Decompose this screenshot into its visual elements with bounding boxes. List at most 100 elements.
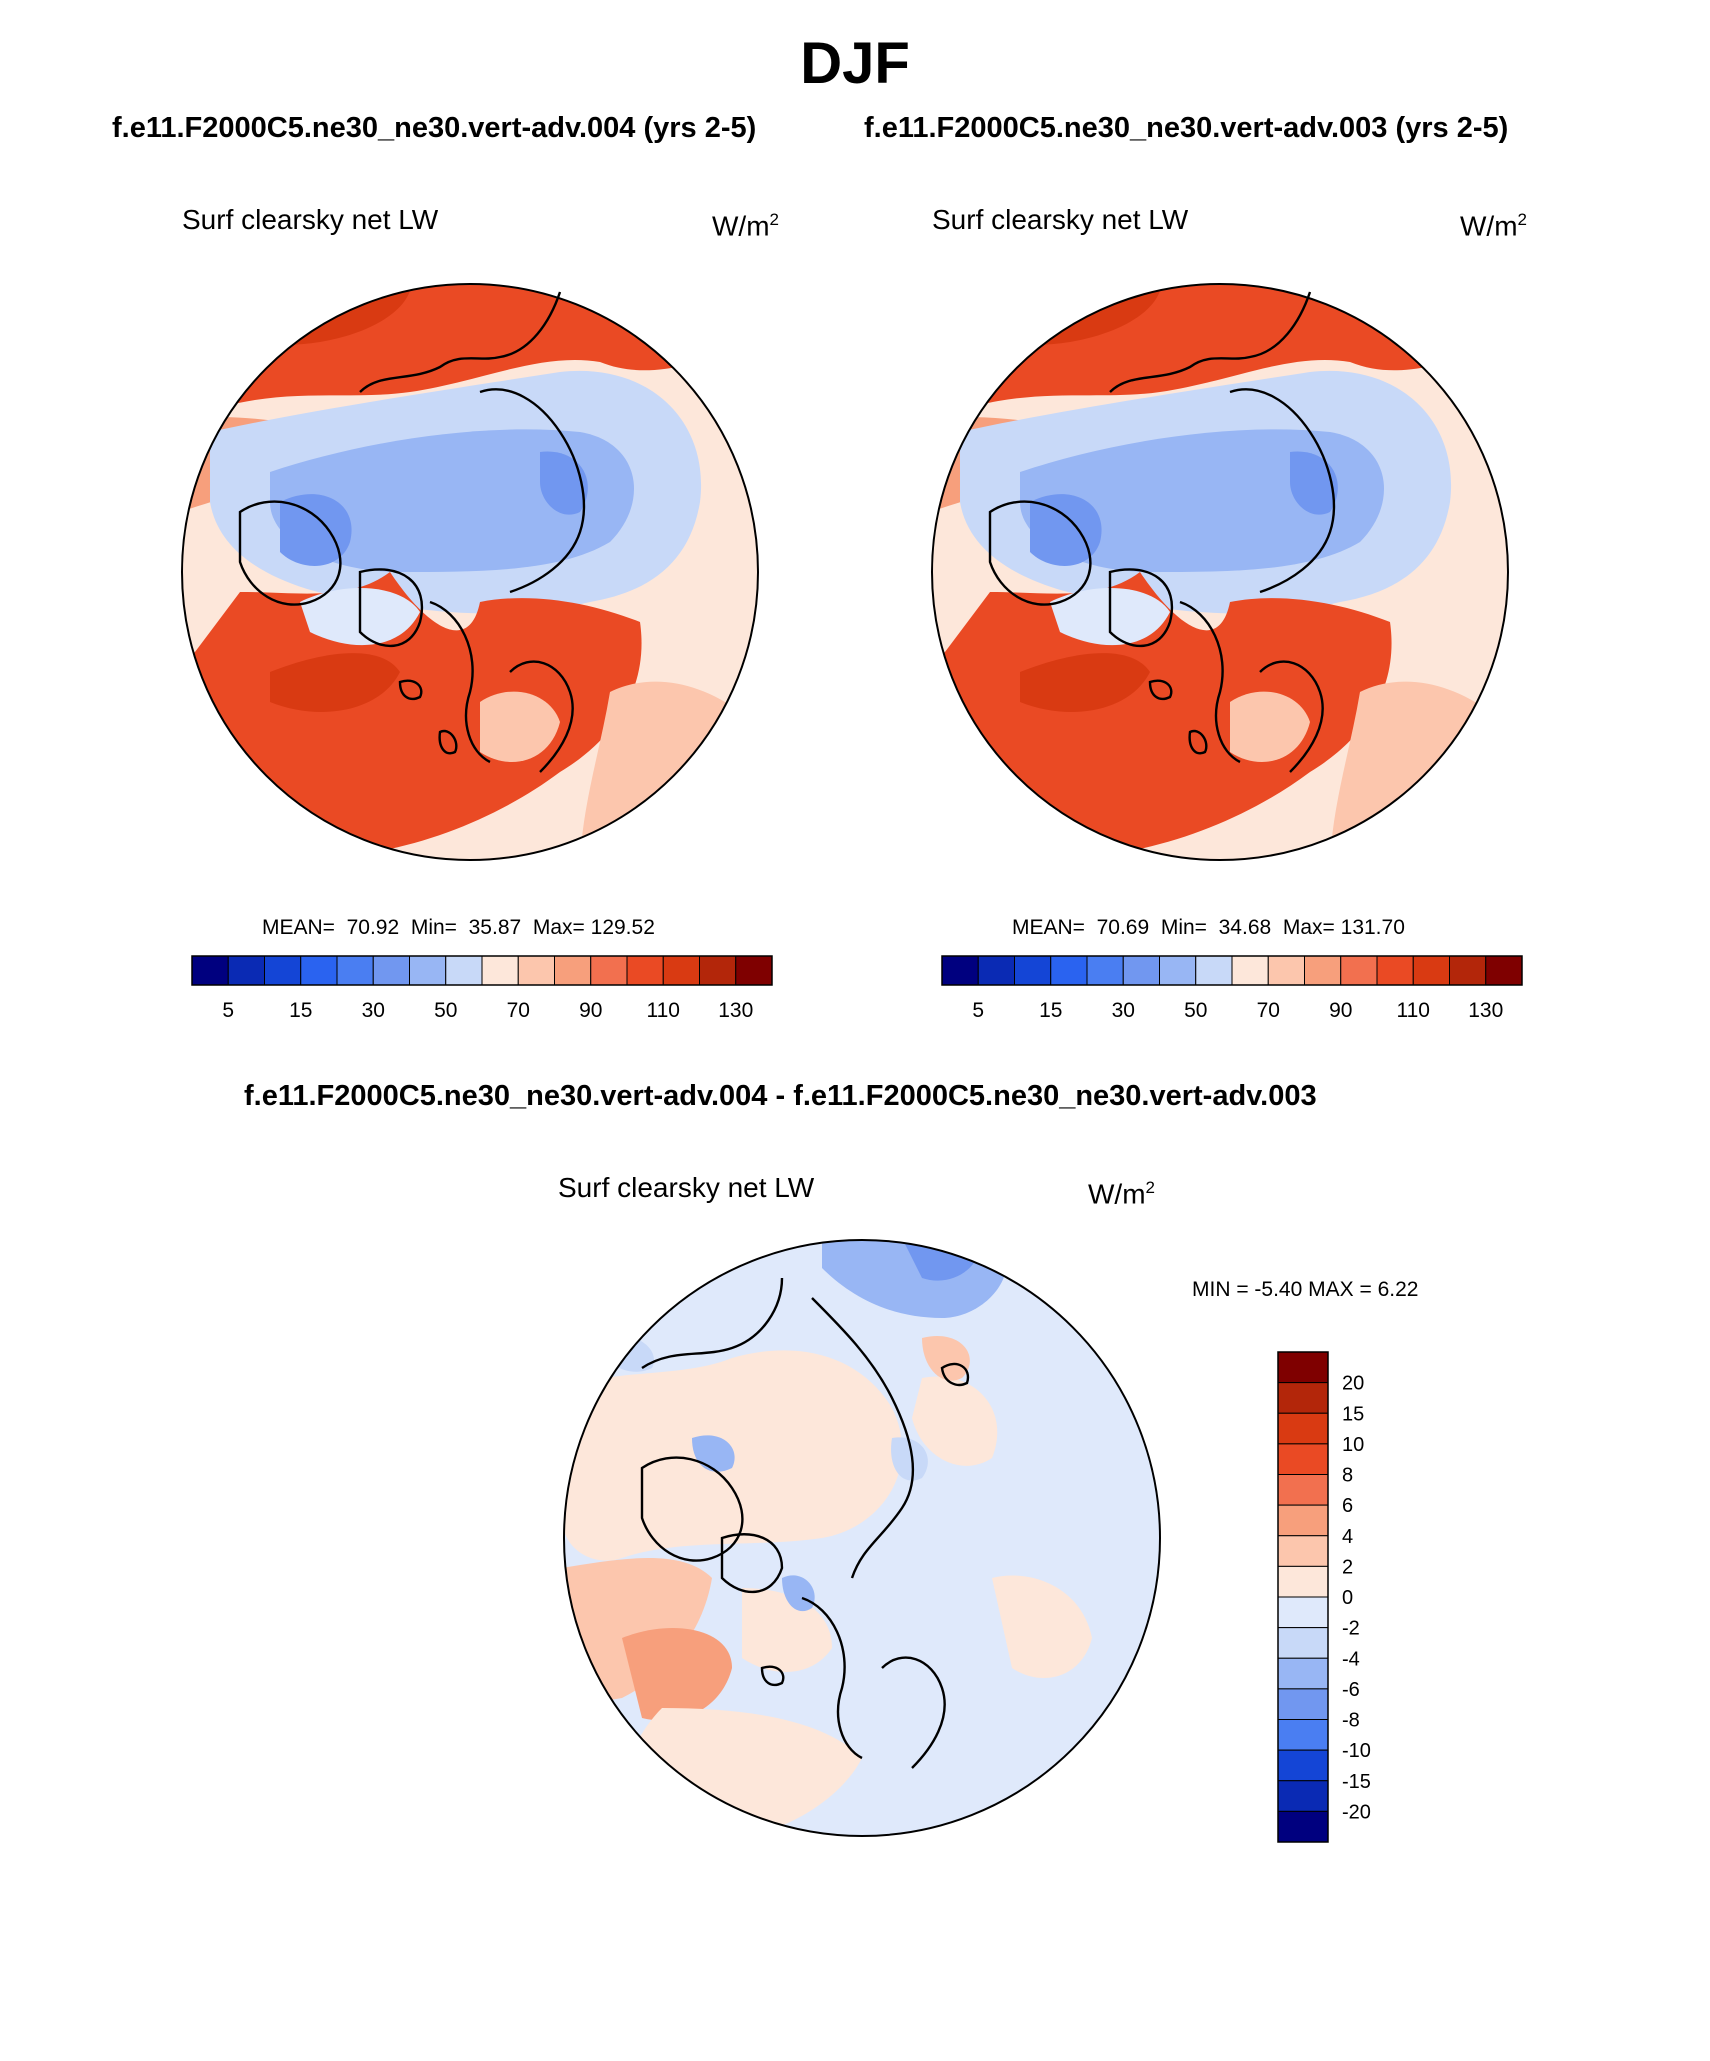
right-colorbar-tick: 50	[1184, 999, 1207, 1022]
right-colorbar-tick: 5	[972, 999, 984, 1022]
left-colorbar-box	[372, 955, 410, 986]
left-colorbar-box	[336, 955, 374, 986]
right-polar-map	[931, 283, 1509, 861]
diff-colorbar-tick: 8	[1342, 1465, 1353, 1487]
right-case-title: f.e11.F2000C5.ne30_ne30.vert-adv.003 (yr…	[864, 112, 1509, 144]
left-colorbar-box	[409, 955, 447, 986]
diff-colorbar-tick: -8	[1342, 1710, 1360, 1732]
right-colorbar-box	[1267, 955, 1305, 986]
diff-colorbar-box	[1277, 1382, 1329, 1414]
left-polar-map	[181, 283, 759, 861]
left-colorbar-box	[300, 955, 338, 986]
diff-colorbar-box	[1277, 1535, 1329, 1567]
left-colorbar-tick: 50	[434, 999, 457, 1022]
left-colorbar-box	[626, 955, 664, 986]
right-colorbar-box	[1412, 955, 1450, 986]
diff-colorbar-tick: -20	[1342, 1801, 1371, 1823]
diff-unit-label: W/m2	[1088, 1178, 1155, 1210]
left-colorbar: 5 15 30 50 70 90 110 130	[191, 955, 773, 1022]
right-colorbar-tick: 15	[1039, 999, 1062, 1022]
left-stats: MEAN= 70.92 Min= 35.87 Max= 129.52	[262, 916, 655, 939]
right-coastlines	[988, 291, 1336, 773]
left-colorbar-tick: 30	[362, 999, 385, 1022]
right-colorbar-box	[1485, 955, 1523, 986]
right-colorbar-box	[1195, 955, 1233, 986]
diff-colorbar-box	[1277, 1412, 1329, 1445]
left-map-field	[182, 284, 758, 860]
left-colorbar-tick: 70	[507, 999, 530, 1022]
left-variable-label: Surf clearsky net LW	[182, 204, 439, 235]
diff-colorbar-box	[1277, 1749, 1329, 1782]
diff-colorbar-tick: -15	[1342, 1771, 1371, 1793]
right-stats: MEAN= 70.69 Min= 34.68 Max= 131.70	[1012, 916, 1405, 939]
left-colorbar-box	[445, 955, 483, 986]
right-colorbar-tick: 30	[1112, 999, 1135, 1022]
right-colorbar-box	[1159, 955, 1197, 986]
right-colorbar-box	[1231, 955, 1269, 986]
diff-colorbar-box	[1277, 1810, 1329, 1843]
right-colorbar-box	[1122, 955, 1160, 986]
left-colorbar-tick: 15	[289, 999, 312, 1022]
diff-colorbar-tick: 15	[1342, 1403, 1364, 1425]
left-colorbar-box	[662, 955, 700, 986]
right-min-value: 34.68	[1218, 916, 1272, 939]
left-colorbar-box	[517, 955, 555, 986]
diff-colorbar-box	[1277, 1719, 1329, 1751]
right-max-value: 131.70	[1340, 916, 1405, 939]
diff-colorbar-tick: 20	[1342, 1373, 1364, 1395]
left-mean-value: 70.92	[346, 916, 400, 939]
diff-colorbar-box	[1277, 1351, 1329, 1384]
right-colorbar-box	[977, 955, 1015, 986]
left-colorbar-box	[735, 955, 773, 986]
left-colorbar-box	[264, 955, 302, 986]
diff-colorbar-tick: 0	[1342, 1587, 1353, 1609]
diff-colorbar-tick: -10	[1342, 1740, 1371, 1762]
left-min-value: 35.87	[468, 916, 522, 939]
diff-colorbar-tick: 4	[1342, 1526, 1353, 1548]
left-unit-label: W/m2	[712, 210, 779, 242]
left-colorbar-box	[590, 955, 628, 986]
diff-colorbar-tick: 6	[1342, 1495, 1353, 1517]
left-case-title: f.e11.F2000C5.ne30_ne30.vert-adv.004 (yr…	[112, 112, 757, 144]
left-colorbar-box	[699, 955, 737, 986]
right-colorbar-box	[1449, 955, 1487, 986]
right-colorbar: 5 15 30 50 70 90 110 130	[941, 955, 1523, 1022]
diff-colorbar-box	[1277, 1443, 1329, 1475]
left-colorbar-box	[481, 955, 519, 986]
diff-map-border	[563, 1239, 1161, 1837]
diff-colorbar-tick: -4	[1342, 1648, 1360, 1670]
diff-colorbar-tick: 10	[1342, 1434, 1364, 1456]
diff-colorbar-tick: -2	[1342, 1618, 1360, 1640]
diff-colorbar-box	[1277, 1780, 1329, 1812]
right-colorbar-box	[1340, 955, 1378, 986]
diff-colorbar-box	[1277, 1504, 1329, 1537]
diff-colorbar-box	[1277, 1627, 1329, 1659]
right-colorbar-tick: 110	[1397, 999, 1430, 1022]
left-colorbar-box	[554, 955, 592, 986]
right-map-border	[931, 283, 1509, 861]
left-colorbar-box	[227, 955, 265, 986]
left-max-value: 129.52	[590, 916, 655, 939]
right-map-field	[932, 284, 1508, 860]
diff-colorbar-tick: 2	[1342, 1556, 1353, 1578]
left-colorbar-tick: 5	[222, 999, 234, 1022]
diff-map-field	[564, 1240, 1160, 1836]
diff-title: f.e11.F2000C5.ne30_ne30.vert-adv.004 - f…	[244, 1080, 1317, 1112]
right-colorbar-tick: 70	[1257, 999, 1280, 1022]
left-colorbar-tick: 110	[647, 999, 680, 1022]
right-variable-label: Surf clearsky net LW	[932, 204, 1189, 235]
right-colorbar-box	[1086, 955, 1124, 986]
diff-colorbar-box	[1277, 1657, 1329, 1690]
left-colorbar-box	[191, 955, 229, 986]
diff-colorbar-box	[1277, 1688, 1329, 1720]
left-colorbar-tick: 130	[718, 999, 753, 1022]
right-mean-value: 70.69	[1096, 916, 1150, 939]
diff-colorbar-box	[1277, 1596, 1329, 1629]
diff-coastlines	[640, 1277, 970, 1769]
right-colorbar-box	[941, 955, 979, 986]
right-colorbar-box	[1014, 955, 1052, 986]
left-coastlines	[238, 291, 586, 773]
right-unit-label: W/m2	[1460, 210, 1527, 242]
left-colorbar-tick: 90	[579, 999, 602, 1022]
